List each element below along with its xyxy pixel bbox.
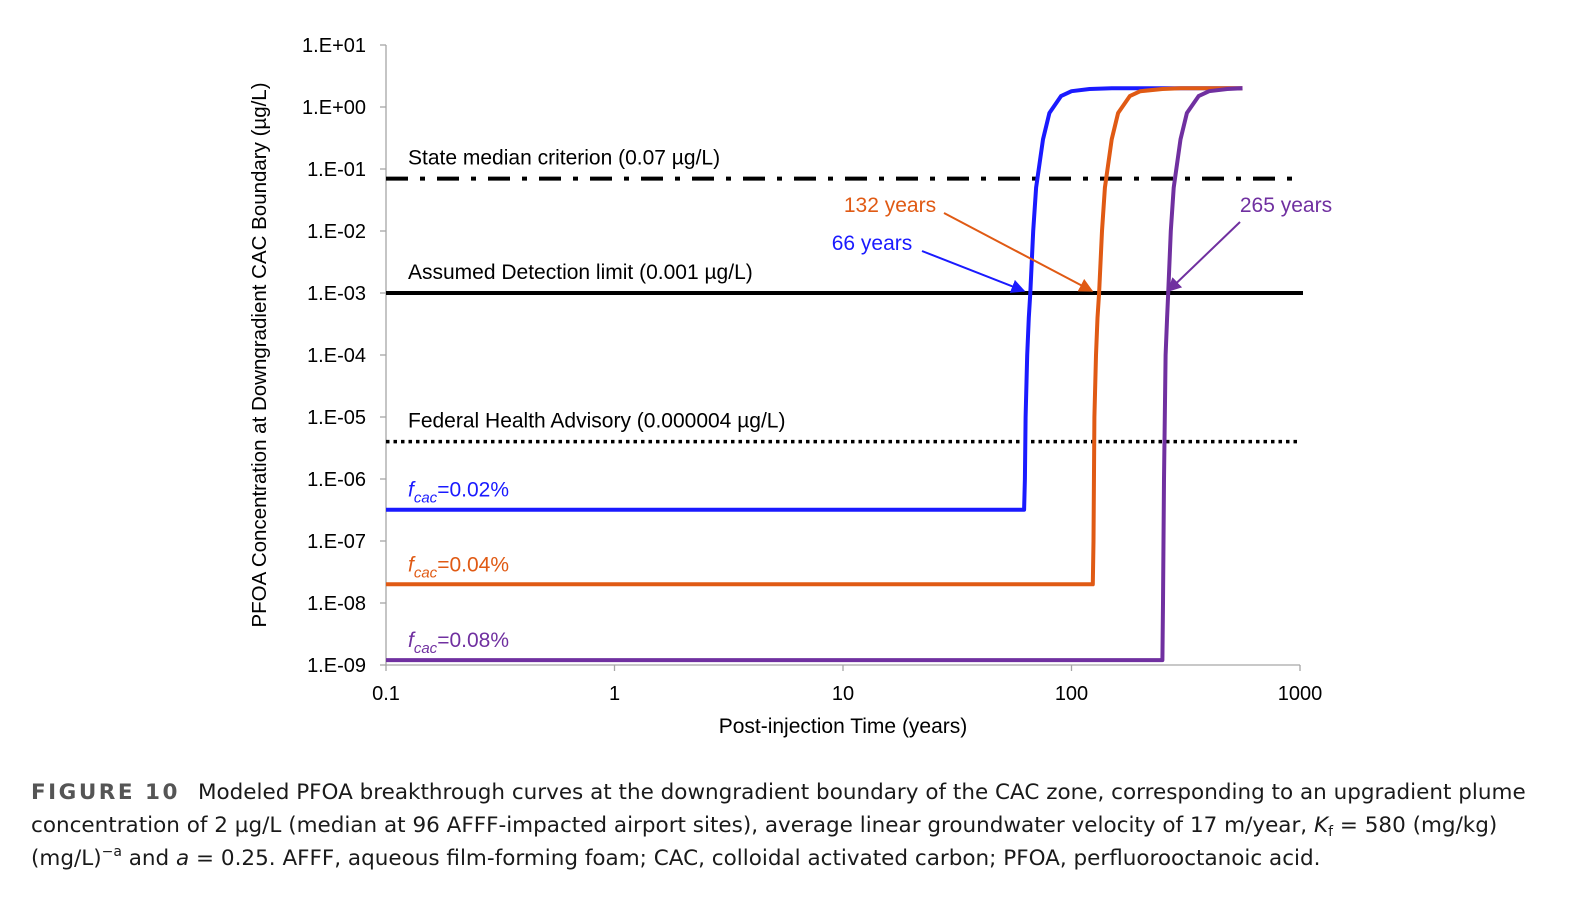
caption-text-1: Modeled PFOA breakthrough curves at the … [31,780,1526,838]
series-label: fcac=0.08% [408,629,509,657]
x-tick-label: 1 [609,683,620,705]
chart-figure: 1.E+01 1.E+00 1.E-01 1.E-02 1.E-03 1.E-04 1.E-… [248,35,1332,738]
annotation-arrow [921,250,1026,293]
y-tick-label: 1.E-02 [307,221,366,243]
series-label: fcac=0.02% [408,479,509,507]
caption-exponent: −a [101,844,122,860]
caption-text-4: = 0.25. AFFF, aqueous film-forming foam;… [189,846,1321,871]
caption-k-symbol: K [1313,813,1329,838]
caption-a-symbol: a [176,846,190,871]
y-tick-label: 1.E+01 [302,35,366,57]
x-tick-label: 0.1 [372,683,400,705]
series-label: fcac=0.04% [408,553,509,581]
y-tick-label: 1.E+00 [302,97,366,119]
series-line [386,86,1243,512]
y-tick-label: 1.E-04 [307,345,366,367]
y-tick-label: 1.E-05 [307,407,366,429]
annotation-arrow [943,212,1094,292]
reference-line-label: Federal Health Advisory (0.000004 µg/L) [408,410,785,433]
y-tick-label: 1.E-08 [307,593,366,615]
figure-caption: FIGURE 10 Modeled PFOA breakthrough curve… [31,776,1561,875]
x-axis-title: Post-injection Time (years) [719,715,968,738]
caption-text-2: = 580 (mg/kg) (mg/L) [31,813,1498,871]
annotation-label: 265 years [1240,194,1332,217]
annotation-label: 132 years [844,194,936,217]
caption-label: FIGURE 10 [31,780,180,805]
caption-k-sub: f [1328,824,1334,840]
annotation-label: 66 years [832,232,913,255]
y-tick-label: 1.E-07 [307,531,366,553]
reference-line-label: Assumed Detection limit (0.001 µg/L) [408,261,753,284]
x-tick-label: 100 [1055,683,1088,705]
annotation-arrow [1167,221,1241,292]
y-tick-label: 1.E-01 [307,159,366,181]
x-tick-label: 10 [832,683,854,705]
y-tick-label: 1.E-06 [307,469,366,491]
chart-svg: 1.E+01 1.E+00 1.E-01 1.E-02 1.E-03 1.E-04 1.E-… [248,35,1332,738]
y-axis-title: PFOA Concentration at Downgradient CAC B… [248,82,271,627]
x-tick-label: 1000 [1278,683,1323,705]
y-tick-label: 1.E-03 [307,283,366,305]
series-line [386,86,1243,663]
y-tick-label: 1.E-09 [307,655,366,677]
caption-text-3: and [121,846,177,871]
reference-line-label: State median criterion (0.07 µg/L) [408,147,720,170]
series-line [386,86,1243,587]
